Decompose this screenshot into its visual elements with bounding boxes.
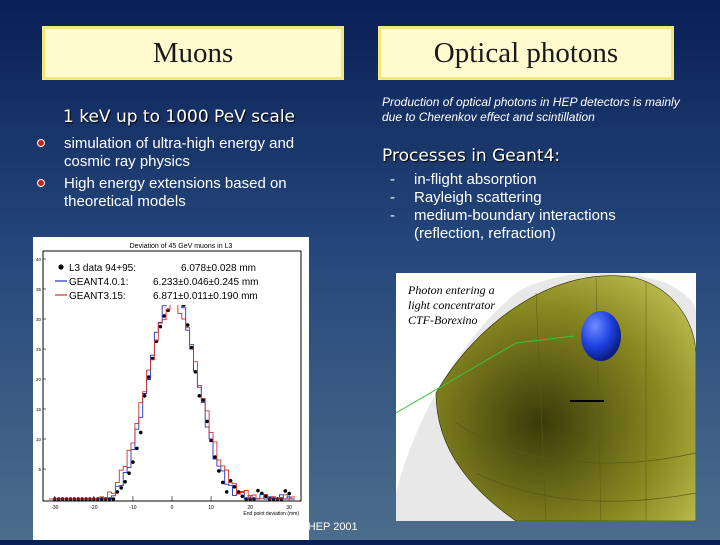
y-tick-label: 20 — [36, 377, 42, 382]
muons-title: Muons — [42, 26, 344, 80]
x-tick-label: 0 — [171, 505, 174, 511]
data-point — [123, 479, 127, 484]
legend-value: 6.233±0.046±0.245 mm — [153, 277, 259, 288]
legend-entry-geant4: GEANT4.0.1: 6.233±0.046±0.245 mm — [55, 277, 259, 288]
concentrator-render — [396, 273, 696, 521]
data-point — [127, 471, 131, 476]
geant4-processes-heading: Processes in Geant4: — [382, 146, 561, 166]
x-tick-label: -20 — [90, 505, 97, 511]
data-point — [263, 494, 268, 499]
series-geant4-line — [49, 286, 295, 500]
chart-series — [49, 276, 295, 501]
data-point — [220, 480, 225, 485]
x-tick-label: 20 — [247, 505, 253, 511]
data-point — [119, 486, 124, 490]
processes-bullet-list: in-flight absorption Rayleigh scattering… — [390, 171, 684, 243]
y-tick-label: 25 — [36, 347, 42, 352]
legend-value: 6.871±0.011±0.190 mm — [153, 291, 258, 302]
photomultiplier-sphere-icon — [581, 311, 621, 361]
optical-photons-title: Optical photons — [378, 26, 674, 80]
muon-deviation-chart-svg: Deviation of 45 GeV muons in L3 -30 -20 -1… — [36, 243, 302, 517]
list-item: medium-boundary interactions (reflection… — [390, 207, 684, 243]
chart-grid: -30 -20 -10 0 10 20 30 5 10 15 20 25 30 35 40 — [36, 257, 292, 511]
x-tick-label: -30 — [51, 505, 58, 511]
y-tick-label: 35 — [36, 287, 42, 292]
light-concentrator-icon — [435, 275, 696, 521]
data-point — [111, 497, 116, 501]
footer-credit: Maria Grazia Pia, INFN Genova - EPS-HEP … — [117, 521, 358, 533]
y-tick-label: 30 — [36, 317, 42, 322]
data-point — [228, 478, 233, 483]
data-point — [205, 419, 209, 424]
list-item: in-flight absorption — [390, 171, 684, 189]
data-point — [185, 323, 190, 327]
data-point — [201, 398, 206, 402]
data-point — [224, 490, 229, 494]
muon-deviation-chart: Deviation of 45 GeV muons in L3 -30 -20 -1… — [33, 237, 309, 540]
x-tick-label: -10 — [129, 505, 136, 511]
data-point — [209, 438, 213, 443]
legend-entry-geant3: GEANT3.15: 6.871±0.011±0.190 mm — [55, 291, 258, 302]
muons-bullet-list: simulation of ultra-high energy and cosm… — [38, 135, 329, 215]
data-point — [256, 488, 260, 493]
y-tick-label: 5 — [38, 467, 41, 472]
list-item: High energy extensions based on theoreti… — [38, 175, 329, 211]
list-item: simulation of ultra-high energy and cosm… — [38, 135, 329, 171]
data-point — [193, 369, 198, 374]
data-point — [135, 446, 139, 451]
legend-label: GEANT4.0.1: — [69, 277, 128, 288]
chart-legend: L3 data 94+95: 6.078±0.028 mm GEANT4.0.1… — [47, 255, 279, 305]
data-point — [142, 394, 147, 398]
x-tick-label: 10 — [208, 505, 214, 511]
data-point — [189, 345, 194, 350]
data-point — [213, 455, 217, 459]
list-item: Rayleigh scattering — [390, 189, 684, 207]
data-point — [232, 485, 237, 489]
data-point — [115, 490, 120, 494]
data-point — [240, 494, 245, 499]
y-tick-label: 15 — [36, 407, 42, 412]
photon-track — [396, 335, 575, 414]
photon-image-caption: Photon entering a light concentrator CTF… — [408, 283, 495, 327]
data-point — [166, 308, 170, 313]
optical-photons-intro: Production of optical photons in HEP det… — [382, 95, 680, 124]
chart-title: Deviation of 45 GeV muons in L3 — [130, 243, 233, 250]
data-point — [287, 491, 291, 496]
legend-entry-l3: L3 data 94+95: 6.078±0.028 mm — [58, 263, 256, 274]
data-point — [131, 460, 135, 464]
data-point — [236, 490, 241, 494]
series-geant3-line — [49, 300, 295, 500]
data-point — [217, 469, 221, 473]
data-point — [248, 497, 252, 501]
data-point — [283, 489, 288, 493]
data-point — [162, 314, 166, 318]
legend-label: L3 data 94+95: — [69, 263, 136, 274]
data-point — [146, 375, 151, 379]
photon-concentrator-image: Photon entering a light concentrator CTF… — [396, 273, 696, 521]
data-point — [138, 430, 143, 435]
data-point — [158, 324, 163, 329]
y-tick-label: 10 — [36, 437, 42, 442]
x-tick-label: 30 — [286, 505, 292, 511]
chart-x-axis-label: End point deviation (mm) — [243, 511, 299, 517]
data-point — [197, 394, 202, 398]
y-tick-label: 40 — [36, 257, 42, 262]
legend-label: GEANT3.15: — [69, 291, 126, 302]
muons-energy-range-heading: 1 keV up to 1000 PeV scale — [63, 107, 295, 127]
legend-value: 6.078±0.028 mm — [181, 263, 256, 274]
